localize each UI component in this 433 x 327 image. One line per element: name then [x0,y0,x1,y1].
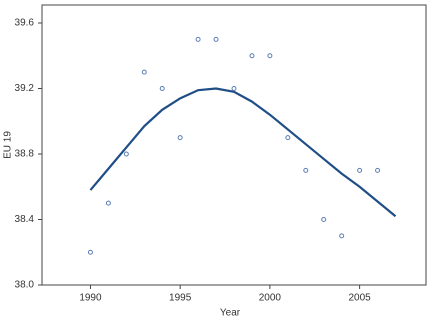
data-point [159,86,165,92]
x-tick-label: 2005 [348,293,371,304]
data-point [105,200,111,206]
y-axis-label: EU 19 [3,131,14,159]
y-tick-label: 39.6 [15,18,35,29]
y-tick-label: 39.2 [15,83,35,94]
x-tick-label: 1990 [79,293,102,304]
fit-curve [89,87,397,218]
y-tick-label: 38.8 [15,149,35,160]
x-axis-label: Year [220,308,241,319]
x-tick-label: 1995 [169,293,192,304]
data-point [285,135,291,141]
data-point [87,249,93,255]
data-point [249,53,255,59]
y-tick-label: 38.0 [15,280,35,291]
data-point [141,69,147,75]
data-point [267,53,273,59]
data-point [375,167,381,173]
x-tick-label: 2000 [259,293,282,304]
plot-frame [41,4,427,286]
data-point [339,233,345,239]
data-point [195,36,201,42]
data-point [231,86,237,92]
data-point [303,167,309,173]
data-point [213,36,219,42]
data-point [177,135,183,141]
data-point [357,167,363,173]
data-point [321,217,327,223]
y-tick-label: 38.4 [15,214,35,225]
data-point [123,151,129,157]
